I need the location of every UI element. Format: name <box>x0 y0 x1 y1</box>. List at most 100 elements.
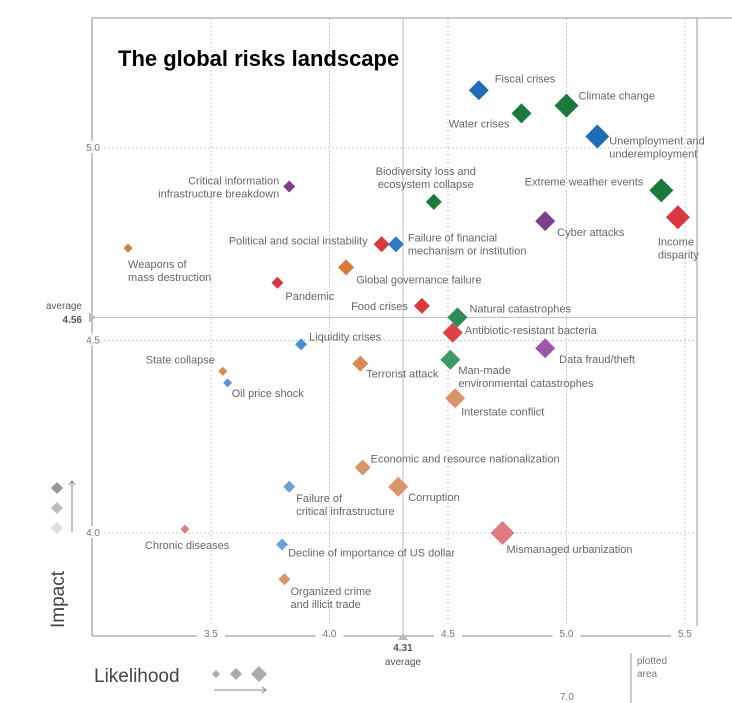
data-point-diamond <box>388 476 409 497</box>
label-line: Failure of <box>296 493 343 505</box>
legend-diamond-mid <box>51 502 63 514</box>
data-point-label: Income disparity <box>658 236 699 261</box>
data-point-label: Biodiversity loss and ecosystem collapse <box>376 166 476 191</box>
data-point-label: Data fraud/theft <box>559 354 635 366</box>
data-point-label: Unemployment and underemployment <box>609 135 704 160</box>
legend-diamond-small <box>212 670 220 678</box>
data-point-label: Food crises <box>351 301 408 313</box>
data-point-diamond <box>271 276 284 289</box>
data-point-label: State collapse <box>146 354 215 366</box>
data-point-label: Cyber attacks <box>557 227 625 239</box>
data-point-label: Failure of financial mechanism or institu… <box>408 232 527 257</box>
label-line: Fiscal crises <box>495 73 556 85</box>
data-point-label: Global governance failure <box>356 274 481 286</box>
data-point-diamond <box>425 193 442 210</box>
label-line: Data fraud/theft <box>559 354 635 366</box>
data-point-diamond <box>218 366 228 376</box>
data-point-diamond <box>123 243 133 253</box>
grid <box>92 18 697 636</box>
x-tick-label: 5.5 <box>678 629 692 640</box>
data-point-label: Water crises <box>449 118 510 130</box>
label-line: Man-made <box>458 365 511 377</box>
chart-title: The global risks landscape <box>118 46 399 71</box>
tick-bg <box>80 526 104 538</box>
data-point-label: Weapons of mass destruction <box>128 259 211 284</box>
data-point-diamond <box>354 459 371 476</box>
label-line: State collapse <box>146 354 215 366</box>
label-line: ecosystem collapse <box>378 179 474 191</box>
tick-bg <box>197 626 225 640</box>
arrow-head-icon <box>68 480 76 486</box>
data-point-label: Mismanaged urbanization <box>507 544 633 556</box>
label-line: disparity <box>658 249 699 261</box>
data-point-diamond <box>373 236 390 253</box>
x-average-label: average <box>385 657 422 668</box>
data-point-diamond <box>180 524 190 534</box>
y-average-value: 4.56 <box>63 315 83 326</box>
x-average-value: 4.31 <box>393 643 413 654</box>
data-point-diamond <box>665 205 690 230</box>
label-line: Antibiotic-resistant bacteria <box>465 325 598 337</box>
data-point-label: Critical information infrastructure break… <box>158 176 279 201</box>
data-point-diamond <box>283 180 296 193</box>
data-point-diamond <box>352 355 369 372</box>
tick-bg <box>315 626 344 640</box>
label-line: area <box>637 669 657 680</box>
label-line: Interstate conflict <box>461 406 544 418</box>
data-point-diamond <box>535 338 556 359</box>
x-tick-label: 4.5 <box>441 629 455 640</box>
data-points <box>123 80 690 586</box>
label-line: Political and social instability <box>229 235 368 247</box>
tick-bg <box>80 333 104 346</box>
y-average-label: average <box>46 301 83 312</box>
data-point-label: Fiscal crises <box>495 73 556 85</box>
data-point-diamond <box>535 211 556 232</box>
tick-labels: 3.5 4.0 4.5 5.0 5.5 5.0 4.5 4.0 <box>80 141 699 640</box>
tick-bg <box>552 626 581 640</box>
label-line: plotted <box>637 656 667 667</box>
tick-bg <box>80 141 104 153</box>
data-point-diamond <box>447 307 468 328</box>
data-point-diamond <box>223 378 233 388</box>
average-lines: 4.31 average average 4.56 <box>46 18 697 668</box>
label-line: Economic and resource nationalization <box>371 454 560 466</box>
x-average-marker-icon <box>397 633 408 640</box>
label-line: Income <box>658 236 694 248</box>
y-average-marker-icon <box>89 312 96 323</box>
data-point-diamond <box>554 93 579 118</box>
label-line: Water crises <box>449 118 510 130</box>
size-legend <box>51 480 267 694</box>
y-tick-label: 4.0 <box>86 528 100 539</box>
data-point-label: Failure of critical infrastructure <box>296 493 394 518</box>
stray-value-label: 7.0 <box>560 692 574 703</box>
x-tick-label: 4.0 <box>323 629 337 640</box>
data-point-diamond <box>490 521 515 545</box>
data-point-label: Antibiotic-resistant bacteria <box>465 325 598 337</box>
data-point-label: Natural catastrophes <box>469 303 571 315</box>
tick-bg <box>671 626 699 640</box>
data-point-diamond <box>585 124 610 149</box>
y-tick-label: 4.5 <box>86 336 100 347</box>
label-line: Unemployment and <box>609 135 704 147</box>
label-line: Pandemic <box>285 291 334 303</box>
data-point-diamond <box>338 259 355 276</box>
label-line: Extreme weather events <box>525 176 644 188</box>
label-line: Food crises <box>351 301 408 313</box>
label-line: Liquidity crises <box>309 331 382 343</box>
data-point-label: Decline of importance of US dollar <box>288 548 455 560</box>
label-line: Decline of importance of US dollar <box>288 548 455 560</box>
tick-bg <box>434 626 462 640</box>
data-point-diamond <box>295 338 308 351</box>
legend-diamond-medium <box>230 668 242 680</box>
data-point-label: Terrorist attack <box>366 369 439 381</box>
label-line: environmental catastrophes <box>458 378 594 390</box>
label-line: Biodiversity loss and <box>376 166 476 178</box>
data-point-diamond <box>511 103 532 124</box>
plotted-area-label: plotted area <box>637 656 667 680</box>
label-line: Natural catastrophes <box>469 303 571 315</box>
label-line: Critical information <box>188 176 279 188</box>
label-line: Terrorist attack <box>366 369 439 381</box>
data-point-label: Climate change <box>579 91 655 103</box>
